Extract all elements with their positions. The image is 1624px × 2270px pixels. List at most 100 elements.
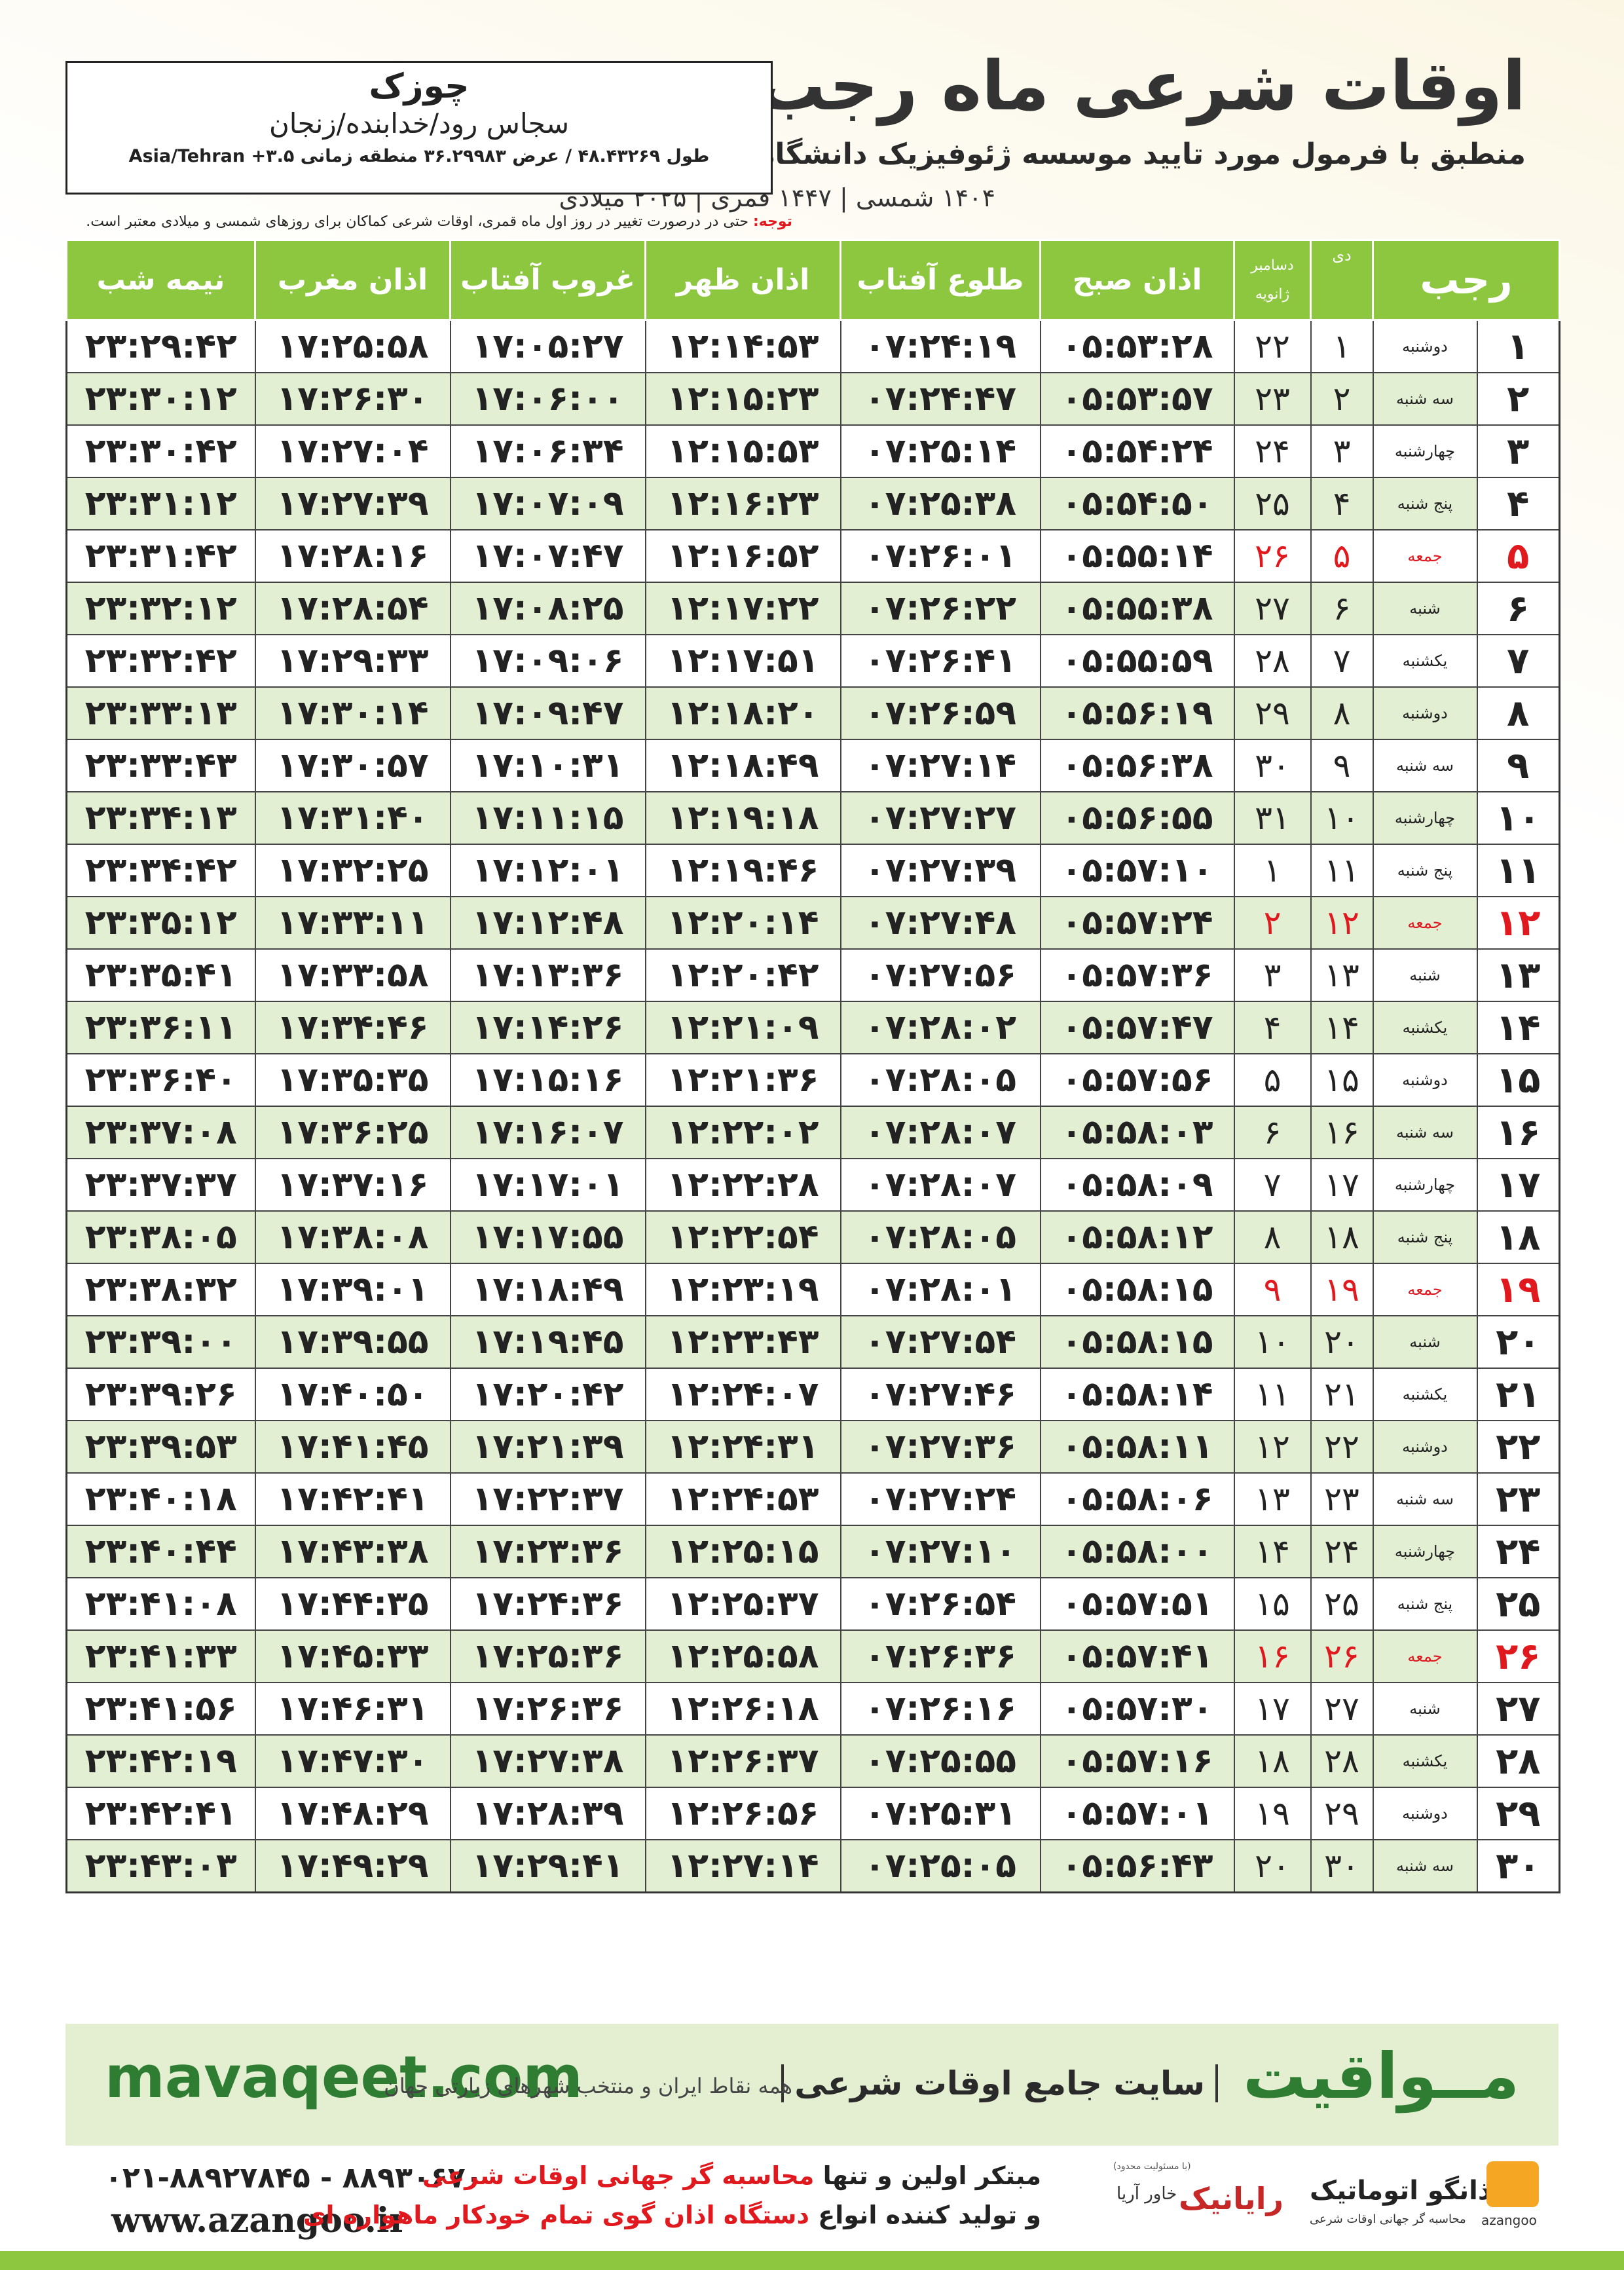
cell: ۰۵:۵۷:۱۶ (1039, 1734, 1235, 1788)
cell: ۲۶ (1233, 529, 1312, 583)
cell: جمعه (1372, 896, 1478, 950)
cell: ۰۵:۵۴:۵۰ (1039, 477, 1235, 530)
cell: ۲۳:۳۸:۳۲ (65, 1263, 256, 1316)
cell: ۱۵ (1233, 1577, 1312, 1631)
cell: یکشنبه (1372, 634, 1478, 688)
cell: ۲۷ (1233, 582, 1312, 635)
cell: ۱۷:۳۳:۵۸ (254, 948, 451, 1002)
cell: ۱۷:۰۷:۰۹ (449, 477, 646, 530)
cell: ۲۳:۳۹:۵۳ (65, 1420, 256, 1474)
row: ۱۹ جمعه ۱۹ ۹ ۰۵:۵۸:۱۵ ۰۷:۲۸:۰۱ ۱۲:۲۳:۱۹ ۱۷:۱۸:۴… (65, 1263, 1560, 1316)
cell: ۱۷ (1233, 1682, 1312, 1736)
cell: پنج شنبه (1372, 477, 1478, 530)
coords: طول ۴۸.۴۳۲۶۹ / عرض ۳۶.۲۹۹۸۳ منطقه زمانی … (128, 146, 710, 166)
cell: ۰۷:۲۴:۱۹ (840, 319, 1041, 373)
cell: ۰۷:۲۶:۴۱ (840, 634, 1041, 688)
cell: ۱۲:۲۵:۱۵ (644, 1525, 841, 1578)
cell: ۱۶ (1476, 1106, 1560, 1159)
cell: ۷ (1233, 1158, 1312, 1212)
cell: ۱۲:۲۲:۵۴ (644, 1210, 841, 1264)
cell: ۱۷:۲۸:۳۹ (449, 1787, 646, 1840)
cell: ۱۷:۱۴:۲۶ (449, 1001, 646, 1054)
cell: ۲۳:۲۹:۴۲ (65, 319, 256, 373)
cell: ۰۵:۵۵:۵۹ (1039, 634, 1235, 688)
cell: جمعه (1372, 1629, 1478, 1683)
cell: شنبه (1372, 1682, 1478, 1736)
cell: ۲۳:۳۶:۱۱ (65, 1001, 256, 1054)
cell: ۳۱ (1233, 791, 1312, 845)
cell: ۱۲:۱۸:۲۰ (644, 686, 841, 740)
row: ۱۵ دوشنبه ۱۵ ۵ ۰۵:۵۷:۵۶ ۰۷:۲۸:۰۵ ۱۲:۲۱:۳۶ ۱۷:۱۵… (65, 1053, 1560, 1107)
header-dey: دی (1310, 239, 1374, 321)
cell: ۱۲:۲۶:۳۷ (644, 1734, 841, 1788)
row: ۱۱ پنج شنبه ۱۱ ۱ ۰۵:۵۷:۱۰ ۰۷:۲۷:۳۹ ۱۲:۱۹:۴۶ ۱۷:… (65, 844, 1560, 897)
header-time: اذان مغرب (254, 239, 451, 321)
cell: چهارشنبه (1372, 1158, 1478, 1212)
cell: ۱۷:۲۴:۳۶ (449, 1577, 646, 1631)
cell: ۱۲:۲۴:۳۱ (644, 1420, 841, 1474)
cell: ۱۲:۱۷:۲۲ (644, 582, 841, 635)
cell: ۰۵:۵۷:۱۰ (1039, 844, 1235, 897)
cell: ۱۷:۲۶:۳۶ (449, 1682, 646, 1736)
cell: ۱۲:۱۷:۵۱ (644, 634, 841, 688)
cell: ۰۵:۵۶:۱۹ (1039, 686, 1235, 740)
cell: ۱۷:۳۰:۱۴ (254, 686, 451, 740)
cell: ۰۵:۵۳:۲۸ (1039, 319, 1235, 373)
prayer-table: رجب دی دسامبر ژانویه اذان صبح طلوع آفتاب اذان … (65, 239, 1560, 1893)
cell: ۰۷:۲۵:۵۵ (840, 1734, 1041, 1788)
cell: ۱۷:۳۳:۱۱ (254, 896, 451, 950)
logo: اذانگو اتوماتیک (1310, 2176, 1501, 2206)
cell: ۱۸ (1310, 1210, 1374, 1264)
cell: ۱۷:۴۷:۳۰ (254, 1734, 451, 1788)
brand: مــواقیت (1243, 2039, 1519, 2113)
cell: ۱۲:۲۴:۰۷ (644, 1368, 841, 1421)
cell: دوشنبه (1372, 319, 1478, 373)
cell: ۱۷ (1476, 1158, 1560, 1212)
cell: ۹ (1310, 739, 1374, 792)
cell: ۱۷:۴۵:۳۳ (254, 1629, 451, 1683)
cell: ۱۷:۳۵:۳۵ (254, 1053, 451, 1107)
cell: ۰۷:۲۷:۴۶ (840, 1368, 1041, 1421)
cell: ۰۷:۲۶:۵۴ (840, 1577, 1041, 1631)
site: mavaqeet.com (105, 2043, 583, 2111)
cell: سه شنبه (1372, 1106, 1478, 1159)
cell: ۰۵:۵۸:۱۴ (1039, 1368, 1235, 1421)
cell: ۰۵:۵۶:۴۳ (1039, 1839, 1235, 1893)
row: ۲۲ دوشنبه ۲۲ ۱۲ ۰۵:۵۸:۱۱ ۰۷:۲۷:۳۶ ۱۲:۲۴:۳۱ ۱۷:۲… (65, 1420, 1560, 1474)
row: ۳۰ سه شنبه ۳۰ ۲۰ ۰۵:۵۶:۴۳ ۰۷:۲۵:۰۵ ۱۲:۲۷:۱۴ ۱۷:… (65, 1839, 1560, 1893)
cell: چهارشنبه (1372, 791, 1478, 845)
cell: ۰۵:۵۵:۱۴ (1039, 529, 1235, 583)
cell: ۰۵:۵۸:۱۱ (1039, 1420, 1235, 1474)
cell: ۱۲:۲۴:۵۳ (644, 1472, 841, 1526)
cell: ۰۷:۲۷:۴۸ (840, 896, 1041, 950)
cell: ۶ (1476, 582, 1560, 635)
cell: ۱۲:۱۵:۲۳ (644, 372, 841, 426)
cell: ۰۷:۲۶:۲۲ (840, 582, 1041, 635)
cell: ۱۷:۲۷:۳۸ (449, 1734, 646, 1788)
cell: ۱۷:۱۰:۳۱ (449, 739, 646, 792)
title: اوقات شرعی ماه رجب (757, 46, 1526, 126)
cell: ۲۳:۳۷:۳۷ (65, 1158, 256, 1212)
cell: ۰۷:۲۷:۱۴ (840, 739, 1041, 792)
cell: ۵ (1233, 1053, 1312, 1107)
cell: ۱۲:۲۵:۵۸ (644, 1629, 841, 1683)
cell: ۲۲ (1310, 1420, 1374, 1474)
cell: ۵ (1310, 529, 1374, 583)
cell: ۱۷:۱۲:۰۱ (449, 844, 646, 897)
cell: ۰۵:۵۳:۵۷ (1039, 372, 1235, 426)
cell: ۱۲:۱۵:۵۳ (644, 424, 841, 478)
logo-latin: azangoo (1481, 2212, 1537, 2228)
line1-highlight: محاسبه گر جهانی اوقات شرعی (422, 2161, 815, 2190)
cell: ۱۲:۲۵:۳۷ (644, 1577, 841, 1631)
cell: ۲۸ (1310, 1734, 1374, 1788)
cell: ۱۲:۱۴:۵۳ (644, 319, 841, 373)
note: توجه: حتی در درصورت تغییر در روز اول ماه… (65, 214, 792, 230)
cell: سه شنبه (1372, 739, 1478, 792)
row: ۱۰ چهارشنبه ۱۰ ۳۱ ۰۵:۵۶:۵۵ ۰۷:۲۷:۲۷ ۱۲:۱۹:۱۸ ۱۷… (65, 791, 1560, 845)
cell: ۱۲:۲۲:۰۲ (644, 1106, 841, 1159)
note-label: توجه: (752, 214, 792, 230)
cell: ۲۰ (1233, 1839, 1312, 1893)
cell: ۲۸ (1476, 1734, 1560, 1788)
cell: ۰۷:۲۸:۰۵ (840, 1053, 1041, 1107)
cell: ۰۵:۵۶:۳۸ (1039, 739, 1235, 792)
